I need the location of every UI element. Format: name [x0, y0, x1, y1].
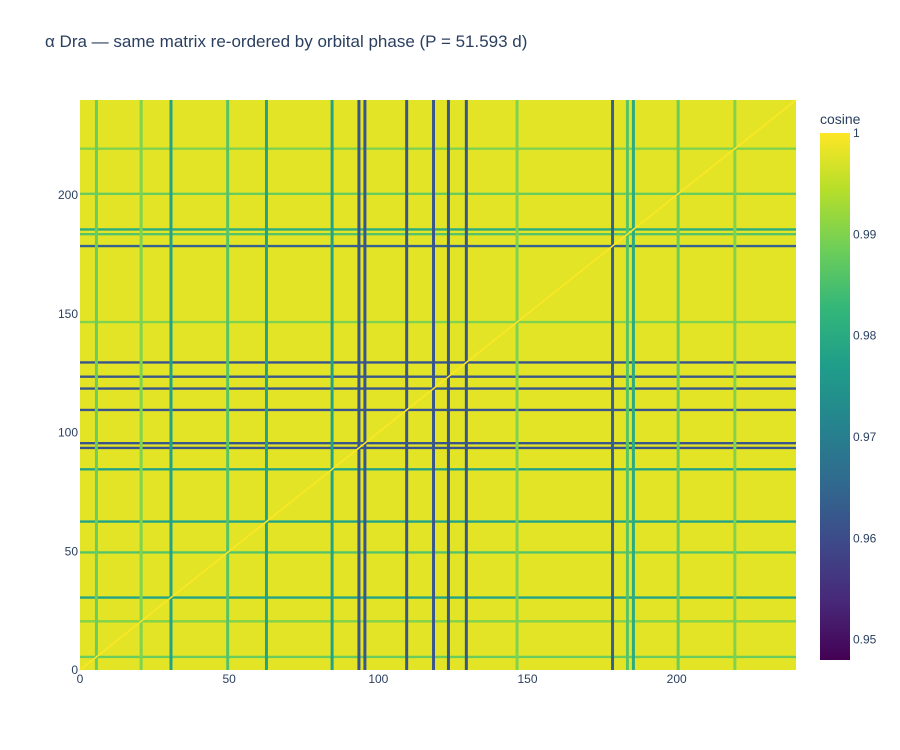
y-tick-label: 0 — [71, 663, 78, 677]
heatmap-row-band — [80, 442, 796, 445]
heatmap-row-band — [80, 228, 796, 231]
y-tick-label: 50 — [65, 544, 79, 558]
heatmap-column-band — [169, 100, 173, 670]
heatmap-diagonal — [79, 99, 797, 671]
heatmap-column-band — [611, 100, 615, 670]
heatmap-row-band — [80, 655, 796, 659]
heatmap-row-band — [80, 620, 796, 623]
colorbar-tick-label: 0.95 — [853, 633, 877, 647]
heatmap-column-band — [625, 100, 629, 670]
heatmap-column-band — [464, 100, 468, 670]
heatmap-row-band — [80, 551, 796, 554]
colorbar-tick-label: 1 — [853, 126, 860, 140]
colorbar-gradient — [820, 133, 850, 660]
x-tick-label: 0 — [77, 672, 84, 686]
heatmap-column-band — [139, 100, 143, 670]
heatmap-row-band — [80, 320, 796, 324]
heatmap-row-band — [80, 233, 796, 236]
heatmap-column-band — [676, 100, 680, 670]
colorbar-tick-label: 0.96 — [853, 531, 877, 545]
heatmap-row-band — [80, 387, 796, 390]
heatmap-column-band — [264, 100, 268, 670]
x-tick-label: 100 — [368, 672, 388, 686]
heatmap-column-band — [330, 100, 334, 670]
heatmap-column-band — [432, 100, 436, 670]
colorbar: cosine 1 0.99 0.98 0.97 0.96 0.95 — [820, 111, 877, 660]
colorbar-title: cosine — [820, 111, 861, 127]
heatmap-column-band — [226, 100, 230, 670]
heatmap-column-band — [631, 100, 635, 670]
heatmap-row-band — [80, 468, 796, 471]
colorbar-tick-label: 0.98 — [853, 329, 877, 343]
heatmap-row-band — [80, 446, 796, 450]
heatmap-column-band — [405, 100, 409, 670]
heatmap-column-band — [363, 100, 367, 670]
heatmap-row-band — [80, 408, 796, 412]
heatmap-column-band — [94, 100, 98, 670]
x-tick-label: 50 — [222, 672, 236, 686]
chart-title: α Dra — same matrix re-ordered by orbita… — [45, 32, 528, 51]
x-axis: 0 50 100 150 200 — [77, 672, 687, 686]
y-tick-label: 150 — [58, 307, 78, 321]
heatmap-row-band — [80, 596, 796, 599]
colorbar-tick-label: 0.97 — [853, 430, 877, 444]
y-tick-label: 200 — [58, 188, 78, 202]
heatmap-column-band — [357, 100, 361, 670]
colorbar-tick-label: 0.99 — [853, 227, 877, 241]
x-tick-label: 200 — [667, 672, 687, 686]
y-axis: 0 50 100 150 200 — [58, 188, 78, 677]
x-tick-label: 150 — [517, 672, 537, 686]
heatmap-row-band — [80, 375, 796, 378]
heatmap-row-band — [80, 361, 796, 364]
y-tick-label: 100 — [58, 426, 78, 440]
heatmap-column-band — [733, 100, 737, 670]
heatmap-column-band — [446, 100, 450, 670]
heatmap-row-band — [80, 244, 796, 248]
heatmap-row-band — [80, 520, 796, 523]
heatmap-row-band — [80, 192, 796, 195]
heatmap-row-band — [80, 147, 796, 150]
heatmap-cells — [79, 99, 797, 671]
heatmap-column-band — [515, 100, 519, 670]
